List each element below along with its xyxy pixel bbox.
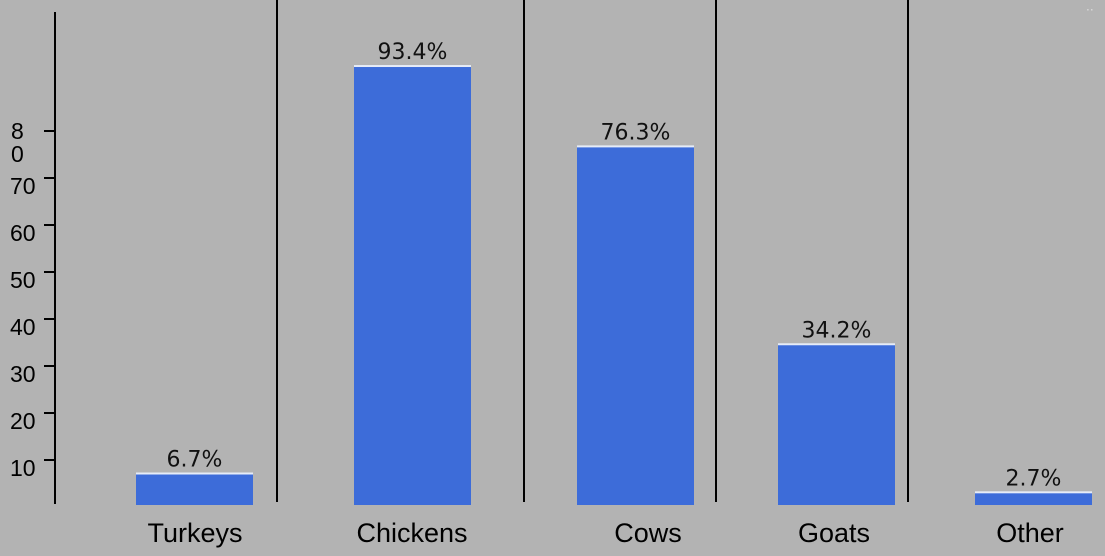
y-tick-label: 70: [10, 173, 36, 199]
y-tick-label: 60: [10, 220, 36, 246]
bar: [778, 344, 895, 505]
y-tick-label: 20: [10, 408, 36, 434]
category-label: Goats: [798, 518, 870, 548]
category-label: Other: [996, 518, 1064, 548]
bars-group: [136, 65, 1092, 506]
bar-top-highlight: [577, 145, 694, 148]
y-tick-label: 10: [10, 455, 36, 481]
bar-top-highlight: [975, 491, 1092, 494]
bar: [136, 473, 253, 505]
category-label: Cows: [614, 518, 682, 548]
data-label: 93.4%: [378, 40, 448, 65]
bar: [577, 146, 694, 505]
data-label: 76.3%: [601, 120, 671, 145]
category-label: Turkeys: [147, 518, 242, 548]
y-axis-ticks: 10 20 30 40 50 60 70 8 0: [10, 118, 55, 481]
data-label: 34.2%: [802, 318, 872, 343]
data-label: 2.7%: [1006, 466, 1062, 491]
category-label: Chickens: [356, 518, 467, 548]
y-tick-label: 40: [10, 314, 36, 340]
corner-dots: ⋅⋅: [1086, 3, 1094, 17]
bar: [975, 492, 1092, 505]
data-label: 6.7%: [167, 448, 223, 473]
bar: [354, 66, 471, 506]
y-tick-label: 50: [10, 267, 36, 293]
bar-top-highlight: [354, 65, 471, 68]
bar-top-highlight: [778, 343, 895, 346]
y-tick-label: 30: [10, 361, 36, 387]
x-axis-labels: Turkeys Chickens Cows Goats Other: [147, 518, 1063, 548]
data-labels-group: 6.7% 93.4% 76.3% 34.2% 2.7%: [167, 40, 1062, 491]
bar-top-highlight: [136, 472, 253, 475]
